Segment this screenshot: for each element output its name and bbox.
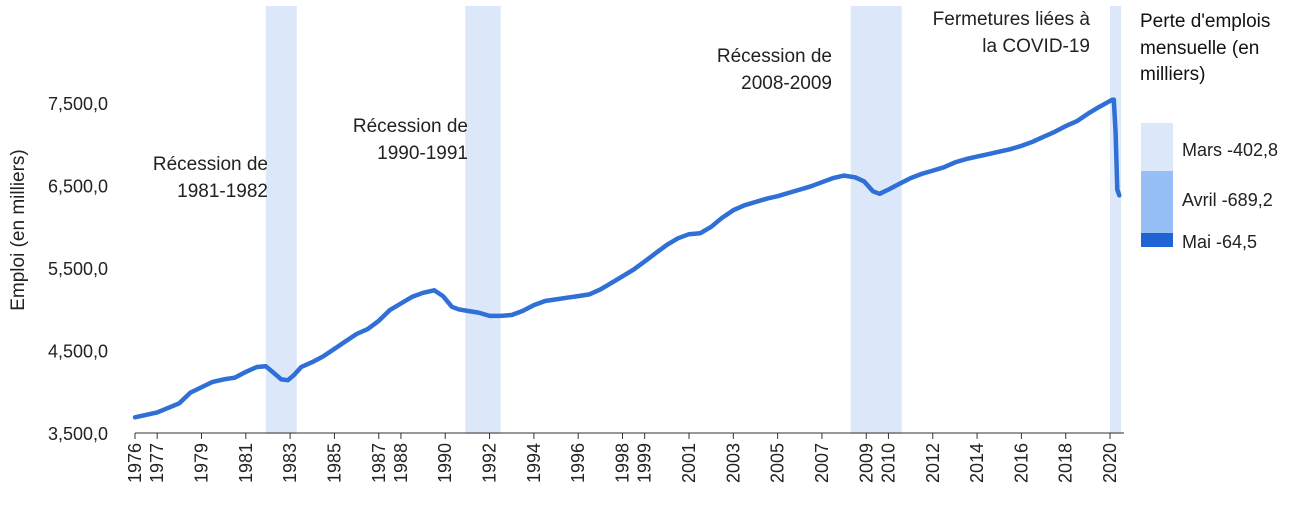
recession-band <box>265 6 297 434</box>
y-axis-title: Emploi (en milliers) <box>8 149 29 311</box>
recession-label: Récession de <box>717 46 832 67</box>
legend-label: Avril -689,2 <box>1182 190 1273 210</box>
x-tick-label: 1999 <box>635 443 655 483</box>
recession-band <box>465 6 501 434</box>
legend-swatch <box>1141 171 1173 233</box>
x-tick-label: 1994 <box>524 443 544 483</box>
x-tick-label: 2020 <box>1100 443 1120 483</box>
x-tick-label: 1998 <box>613 443 633 483</box>
recession-band <box>1110 6 1122 434</box>
legend-swatch <box>1141 123 1173 171</box>
x-tick-label: 2001 <box>679 443 699 483</box>
x-tick-label: 1979 <box>191 443 211 483</box>
x-tick-label: 2005 <box>768 443 788 483</box>
x-tick-label: 2012 <box>923 443 943 483</box>
legend-label: Mai -64,5 <box>1182 232 1257 252</box>
x-tick-label: 2007 <box>812 443 832 483</box>
series-layer <box>132 97 1122 420</box>
legend-swatch <box>1141 233 1173 247</box>
x-tick-label: 2009 <box>856 443 876 483</box>
legend-label: Mars -402,8 <box>1182 140 1278 160</box>
x-tick-label: 1992 <box>480 443 500 483</box>
recession-bands <box>265 6 1122 434</box>
x-tick-label: 1996 <box>568 443 588 483</box>
y-tick-label: 3,500,0 <box>48 424 108 444</box>
recession-band <box>850 6 902 434</box>
legend-title: milliers) <box>1140 64 1205 85</box>
x-tick-label: 1976 <box>125 443 145 483</box>
annotations: Récession de 1981-1982 Récession de 1990-19… <box>153 9 1091 202</box>
recession-label: Fermetures liées à <box>933 9 1091 30</box>
y-tick-label: 6,500,0 <box>48 177 108 197</box>
x-tick-label: 1987 <box>369 443 389 483</box>
x-tick-label: 1988 <box>391 443 411 483</box>
x-tick-label: 2003 <box>723 443 743 483</box>
recession-label: la COVID-19 <box>982 36 1090 57</box>
legend-title: Perte d'emplois <box>1140 11 1270 32</box>
x-tick-label: 2010 <box>878 443 898 483</box>
employment-line <box>132 97 1122 420</box>
recession-label: 1981-1982 <box>177 181 268 202</box>
x-tick-label: 1983 <box>280 443 300 483</box>
legend: Perte d'emplois mensuelle (en milliers) Mar… <box>1140 11 1278 252</box>
y-tick-label: 4,500,0 <box>48 342 108 362</box>
x-tick-label: 2014 <box>967 443 987 483</box>
recession-label: 1990-1991 <box>377 143 468 164</box>
x-tick-label: 2016 <box>1011 443 1031 483</box>
recession-label: Récession de <box>353 116 468 137</box>
x-tick-label: 2018 <box>1056 443 1076 483</box>
y-tick-label: 5,500,0 <box>48 259 108 279</box>
x-tick-label: 1977 <box>147 443 167 483</box>
x-tick-label: 1985 <box>324 443 344 483</box>
recession-label: 2008-2009 <box>741 73 832 94</box>
x-tick-label: 1990 <box>435 443 455 483</box>
y-tick-label: 7,500,0 <box>48 94 108 114</box>
recession-label: Récession de <box>153 154 268 175</box>
legend-title: mensuelle (en <box>1140 38 1259 59</box>
x-tick-label: 1981 <box>236 443 256 483</box>
